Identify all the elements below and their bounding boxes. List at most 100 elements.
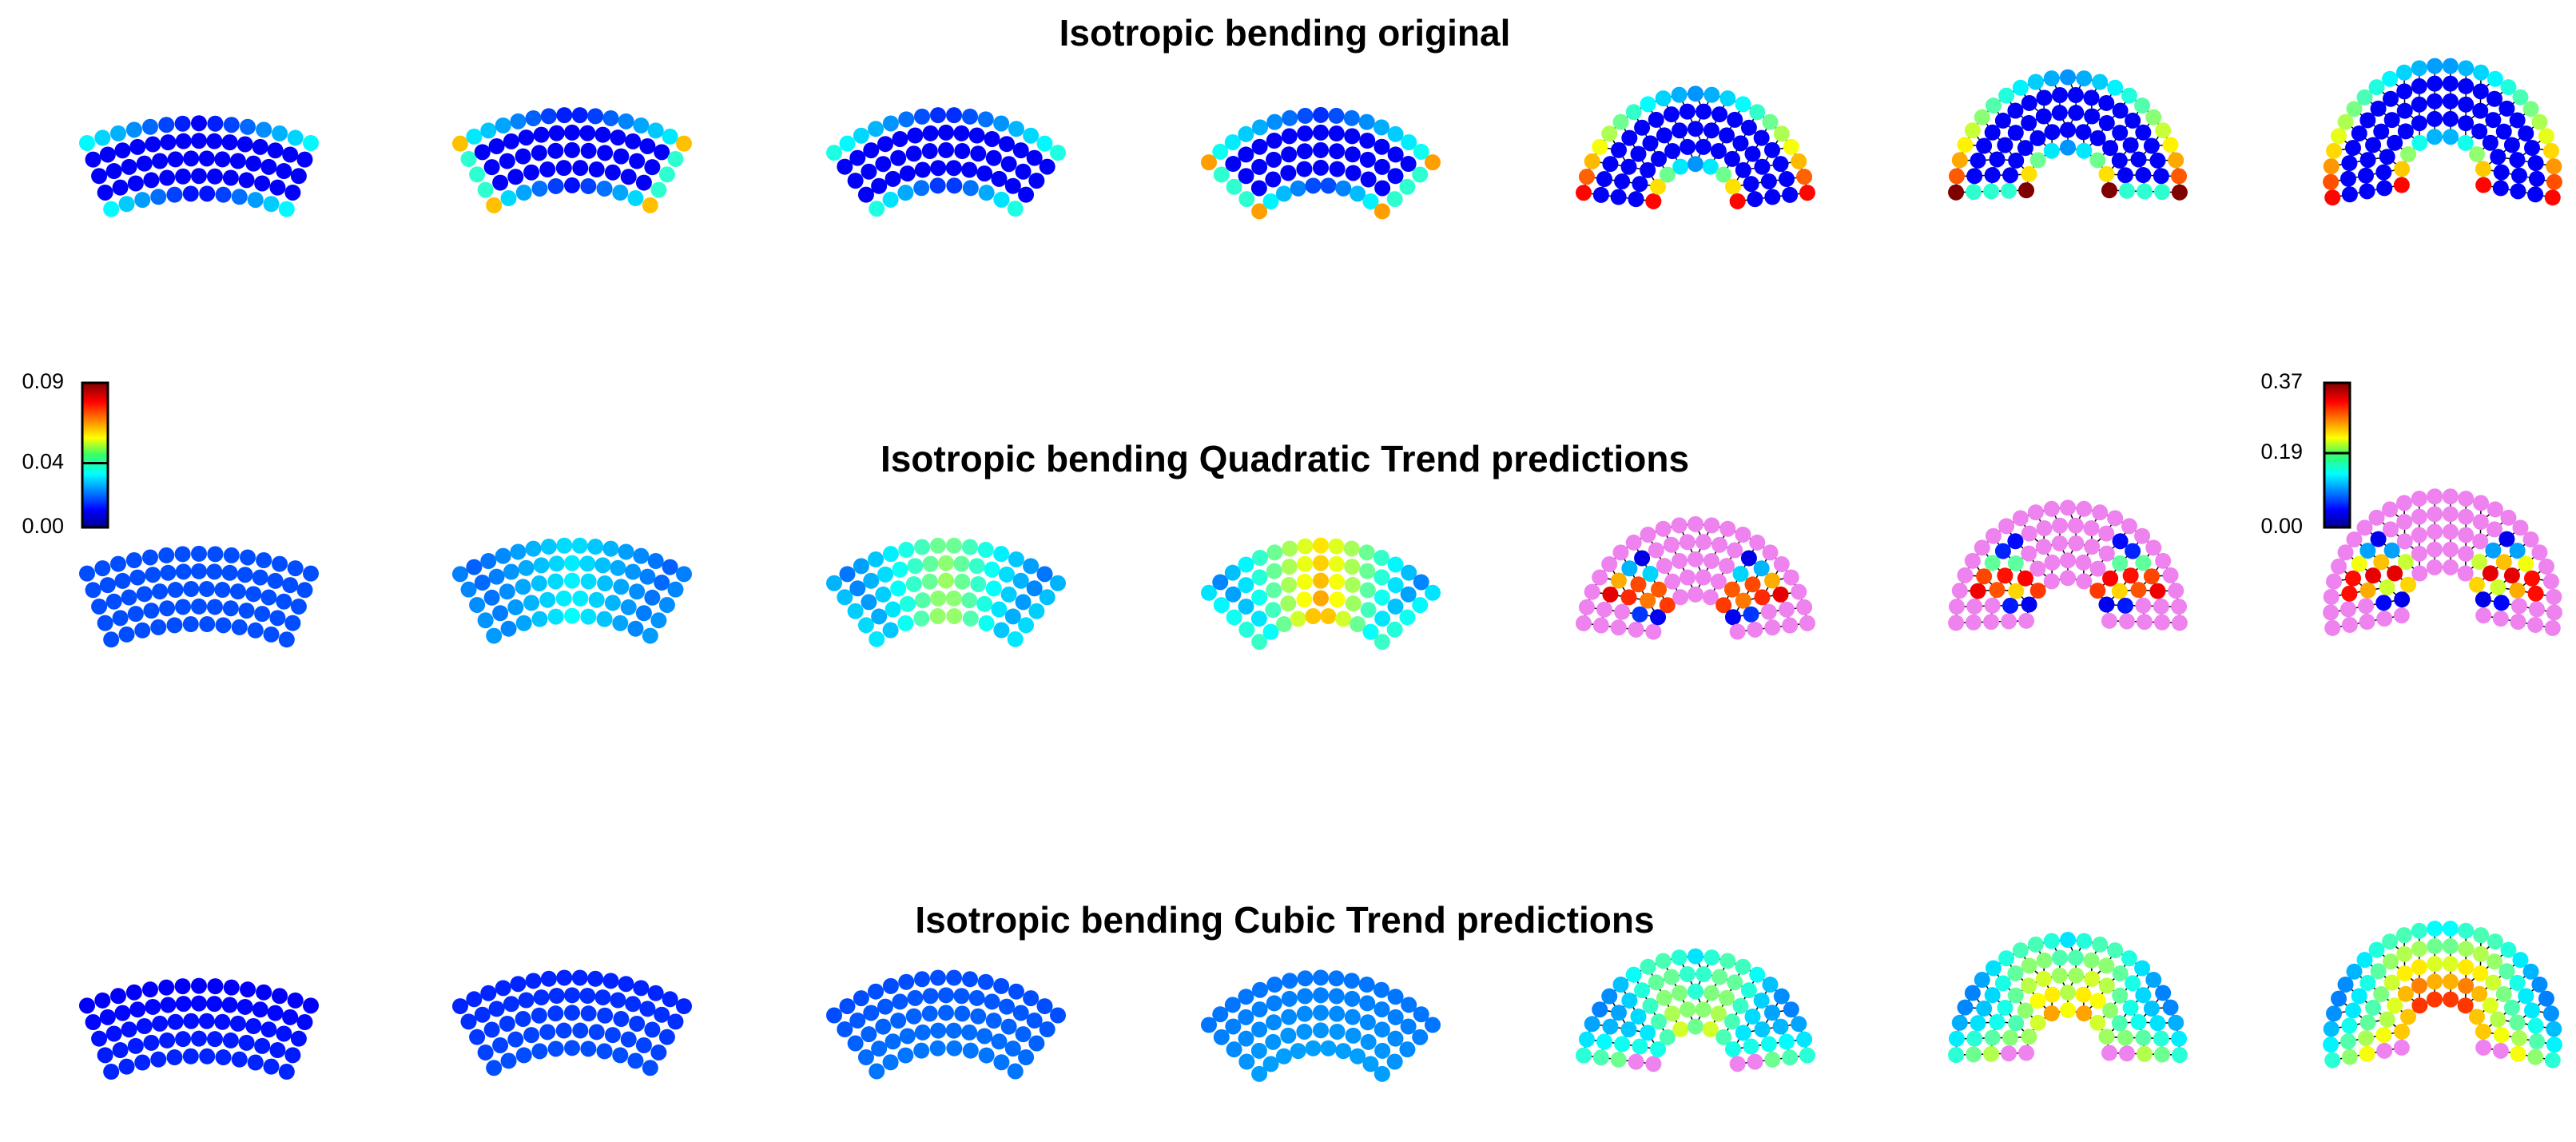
mesh-node [1745,1009,1761,1025]
mesh-node [2458,566,2474,582]
mesh-node [1601,556,1617,572]
mesh-node [1719,953,1735,969]
mesh-node [1985,598,2001,614]
mesh-node [245,586,261,602]
mesh-node [612,615,628,631]
mesh-node [478,182,494,198]
mesh-node [1695,966,1711,982]
mesh-node [1018,1049,1034,1065]
mesh-node [1672,122,1688,138]
mesh-node [1983,183,1999,199]
mesh-node [2443,58,2459,74]
mesh-node [1672,553,1688,569]
mesh-node [1013,1005,1029,1021]
mesh-node [1782,187,1798,203]
mesh-node [1695,534,1711,550]
mesh-node [469,166,485,182]
mesh-node [2044,555,2060,571]
mesh-node [541,971,557,987]
mesh-node [2044,70,2060,86]
mesh-node [2171,599,2187,615]
mesh-node [2030,583,2046,599]
mesh-node [1621,560,1637,576]
mesh-node [1643,998,1659,1014]
mesh-node [2060,122,2076,138]
mesh-node [963,611,979,627]
mesh-node [1719,990,1735,1006]
mesh-node [1361,172,1377,188]
mesh-node [2398,554,2414,570]
mesh-node [1949,168,1965,184]
mesh-node [2149,1015,2165,1031]
mesh-node [1754,159,1770,175]
mesh-node [2060,932,2076,948]
mesh-node [1688,1019,1703,1035]
mesh-node [1335,611,1351,627]
mesh-node [993,192,1009,208]
mesh-node [2123,137,2139,153]
mesh-node [621,599,637,615]
mesh-node [1664,143,1680,159]
mesh-node [2323,604,2339,620]
mesh-node [2021,596,2037,612]
mesh-node [1297,556,1313,572]
mesh-node [214,582,230,598]
mesh [2323,58,2562,206]
mesh-node [175,546,191,562]
mesh-node [2135,987,2151,1003]
mesh-node [1360,152,1376,168]
mesh-node [1387,622,1403,638]
mesh-node [1612,114,1628,130]
mesh-node [978,542,994,558]
mesh-node [2496,554,2512,570]
mesh-node [1774,989,1790,1005]
mesh-node [480,122,496,138]
mesh-node [1399,609,1415,625]
mesh-node [1966,1046,1982,1062]
mesh-node [625,133,641,149]
mesh-node [2084,539,2100,555]
mesh-node [2504,1000,2520,1016]
mesh-node [1013,573,1029,589]
mesh-node [143,603,159,619]
mesh-node [175,1031,191,1047]
mesh-node [1791,1016,1807,1032]
mesh-node [461,1013,477,1029]
mesh-node [1754,560,1770,576]
mesh-node [1621,159,1637,175]
mesh-node [531,611,547,627]
mesh-node [1626,104,1642,120]
mesh-node [2121,518,2137,534]
mesh-node [1614,604,1630,620]
mesh-node [113,610,129,626]
mesh-node [128,606,144,622]
mesh-node [1643,135,1659,151]
mesh-node [2342,617,2358,633]
mesh-node [2376,180,2392,196]
mesh-node [547,143,563,159]
mesh-node [1997,567,2013,583]
mesh-node [168,1014,184,1030]
mesh-node [260,590,276,606]
mesh-node [853,990,869,1006]
mesh-node [232,189,248,205]
mesh-node [2345,571,2361,587]
colorbar-tick-label: 0.04 [22,450,64,474]
mesh-node [938,555,954,571]
mesh-node [2546,158,2562,174]
mesh-node [2523,964,2539,980]
mesh-node [183,581,199,597]
mesh-node [659,1029,675,1045]
mesh-node [2469,146,2485,162]
mesh-node [2112,583,2128,599]
mesh-node [1711,1005,1727,1021]
mesh-node [501,1052,517,1068]
mesh-node [1796,1032,1812,1048]
mesh-node [2117,598,2133,614]
mesh-node [94,129,110,145]
mesh-node [2107,942,2123,958]
mesh-node [1344,991,1360,1007]
mesh-node [237,137,253,153]
mesh-node [1974,972,1990,988]
mesh-node [587,108,603,124]
